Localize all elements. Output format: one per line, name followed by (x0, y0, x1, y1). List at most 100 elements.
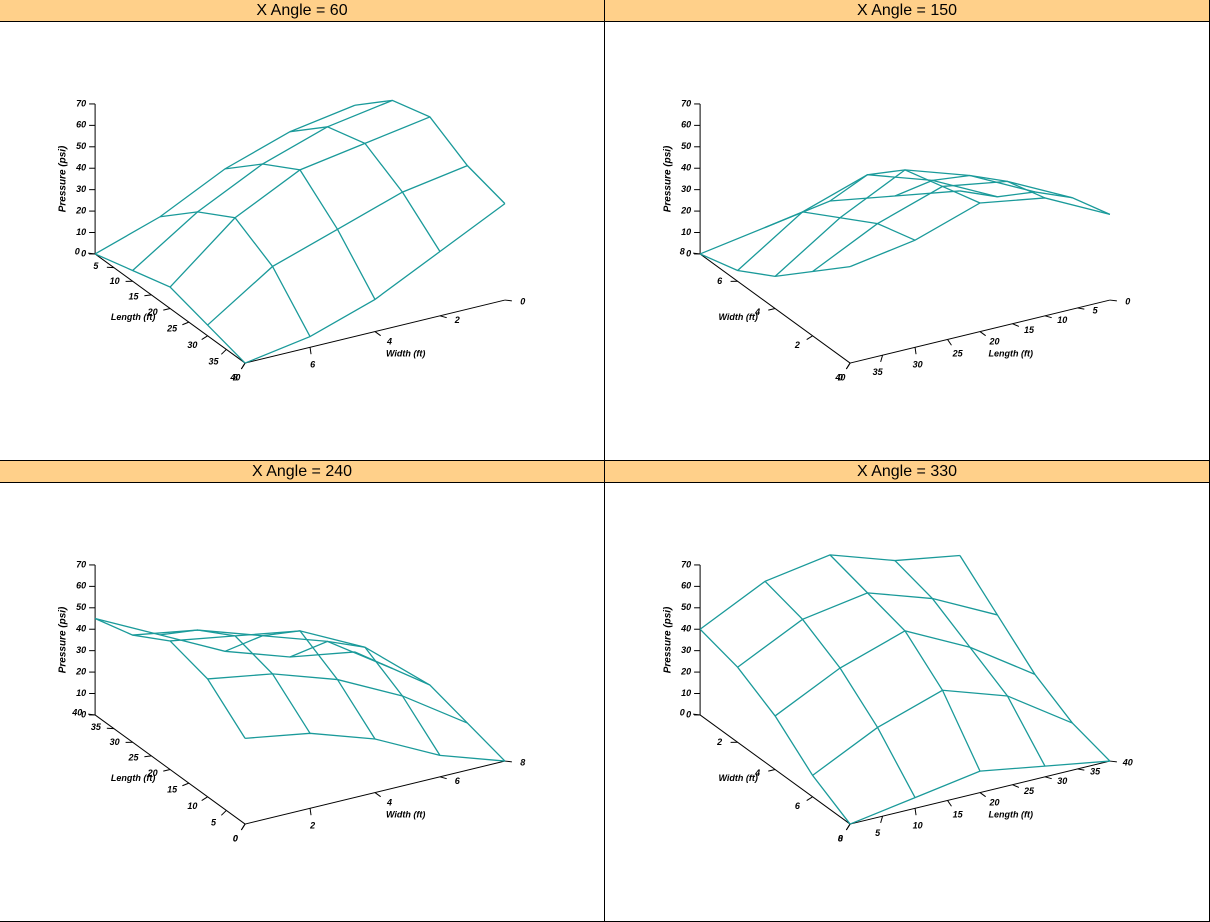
z-tick-label: 40 (680, 163, 691, 173)
z-tick-label: 0 (81, 248, 86, 258)
x-tick-label: 35 (91, 722, 102, 732)
x-tick-label: 25 (127, 752, 139, 762)
y-tick (504, 299, 512, 302)
x-tick-label: 0 (1125, 296, 1130, 306)
x-tick-label: 10 (913, 821, 923, 831)
x-tick (914, 808, 917, 816)
chart-panel: X Angle = 330 0 5 10 15 20 25 30 35 40 Length (ft)… (605, 461, 1210, 922)
mesh-column (699, 628, 851, 825)
mesh-column (244, 203, 506, 364)
y-tick-label: 8 (680, 246, 685, 256)
y-tick-label: 6 (455, 776, 461, 786)
z-tick-label: 0 (81, 709, 86, 719)
x-tick (221, 810, 227, 816)
x-tick-label: 5 (211, 817, 217, 827)
x-tick (1109, 299, 1117, 302)
x-tick-label: 30 (110, 737, 120, 747)
y-tick (768, 308, 776, 311)
mesh-row (159, 629, 311, 734)
y-tick-label: 2 (794, 340, 800, 350)
y-tick (806, 335, 813, 340)
y-axis-label: Width (ft) (386, 348, 425, 358)
z-axis-label: Pressure (psi) (58, 145, 69, 212)
x-tick-label: 15 (128, 291, 139, 301)
y-tick (845, 362, 851, 370)
z-tick-label: 50 (76, 602, 86, 612)
y-tick (374, 331, 381, 337)
y-tick-label: 8 (838, 834, 843, 844)
x-tick-label: 40 (229, 373, 240, 383)
x-tick-label: 15 (953, 810, 964, 820)
z-tick-label: 30 (76, 184, 86, 194)
mesh-column (170, 630, 431, 686)
x-tick (201, 335, 208, 340)
x-tick-label: 15 (167, 784, 178, 794)
x-tick-label: 20 (147, 307, 158, 317)
mesh-row (94, 617, 246, 739)
chart-title: X Angle = 150 (605, 0, 1209, 22)
y-tick (806, 796, 813, 801)
z-tick-label: 0 (686, 709, 691, 719)
z-tick-label: 10 (76, 688, 86, 698)
z-tick-label: 60 (681, 120, 691, 130)
x-tick (947, 800, 952, 807)
y-axis-label: Width (ft) (718, 312, 757, 322)
y-tick (768, 769, 776, 772)
chart-title: X Angle = 240 (0, 461, 604, 483)
x-tick (144, 294, 152, 297)
mesh-column (959, 190, 1111, 215)
z-tick-label: 10 (76, 227, 86, 237)
z-tick-label: 30 (681, 184, 691, 194)
x-tick (979, 331, 986, 337)
z-axis-label: Pressure (psi) (58, 606, 69, 673)
mesh-column (207, 673, 468, 724)
x-tick (979, 792, 986, 798)
mesh-row (224, 630, 376, 740)
mesh-column (245, 732, 505, 762)
mesh-row (812, 180, 1073, 273)
y-tick-label: 4 (386, 798, 392, 808)
z-tick-label: 50 (681, 141, 691, 151)
x-tick-label: 5 (1093, 305, 1099, 315)
x-axis-label: Length (ft) (111, 773, 155, 783)
z-tick-label: 60 (681, 581, 691, 591)
mesh-column (94, 104, 356, 255)
z-tick-label: 10 (681, 227, 691, 237)
y-axis-label: Width (ft) (386, 809, 425, 819)
mesh-column (894, 560, 1046, 767)
x-tick (163, 308, 171, 311)
y-tick-label: 4 (386, 337, 392, 347)
y-tick-label: 6 (717, 276, 723, 286)
x-tick (182, 321, 190, 326)
mesh-column (169, 116, 431, 288)
x-tick-label: 30 (1057, 776, 1067, 786)
y-tick (504, 760, 512, 763)
x-tick (947, 339, 952, 346)
y-tick (374, 792, 381, 798)
x-axis-label: Length (ft) (988, 809, 1032, 819)
x-tick-label: 40 (1122, 757, 1133, 767)
x-tick-label: 35 (209, 356, 220, 366)
chart-panel: X Angle = 150 0 5 10 15 20 25 30 35 40 Length (ft)… (605, 0, 1210, 461)
x-tick-label: 10 (110, 276, 120, 286)
y-axis (244, 760, 506, 825)
y-tick-label: 0 (680, 707, 685, 717)
y-tick-label: 8 (233, 373, 238, 383)
y-tick-label: 6 (795, 801, 801, 811)
x-tick (1012, 323, 1020, 327)
chart-title: X Angle = 330 (605, 461, 1209, 483)
mesh-row (737, 592, 998, 668)
x-tick (163, 769, 171, 772)
x-tick-label: 20 (989, 798, 1000, 808)
x-tick (1077, 768, 1085, 771)
x-tick-label: 35 (1090, 766, 1101, 776)
z-tick-label: 20 (680, 666, 691, 676)
z-tick-label: 20 (75, 666, 86, 676)
x-tick (1109, 760, 1117, 763)
x-tick (914, 347, 917, 355)
x-tick (144, 755, 152, 758)
x-tick (1044, 315, 1052, 319)
z-tick-label: 70 (76, 98, 86, 108)
